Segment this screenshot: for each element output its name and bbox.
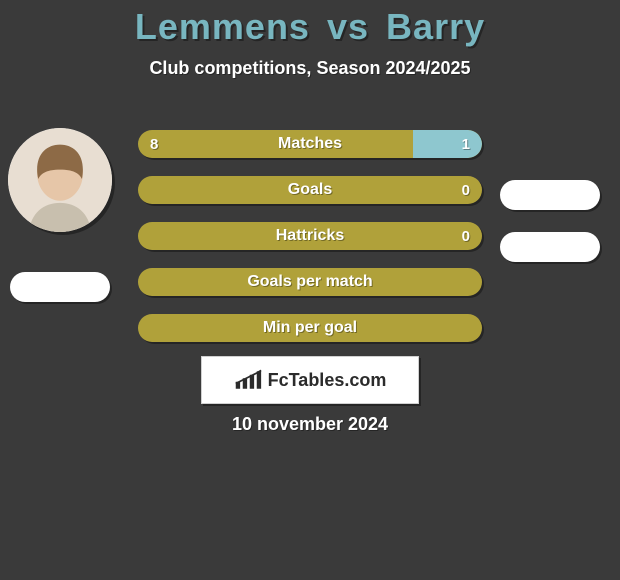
stat-value-a: 8 — [150, 130, 158, 158]
stat-label: Goals per match — [138, 268, 482, 296]
avatar-icon — [8, 128, 112, 232]
player-b-avatar — [498, 128, 602, 180]
stat-bar-goals: 0Goals — [138, 176, 482, 204]
stat-value-b: 0 — [462, 222, 470, 250]
stat-bar-mpg: Min per goal — [138, 314, 482, 342]
brand-text: FcTables.com — [268, 370, 387, 391]
player-b-team-pill-1 — [500, 180, 600, 210]
stat-label: Min per goal — [138, 314, 482, 342]
player-b-team-pill-2 — [500, 232, 600, 262]
stat-bar-segment-b — [413, 130, 482, 158]
stat-bar-hattricks: 0Hattricks — [138, 222, 482, 250]
player-b-name: Barry — [386, 6, 485, 47]
stat-bar-matches: 81Matches — [138, 130, 482, 158]
player-a-team-pill — [10, 272, 110, 302]
stat-bars: 81Matches0Goals0HattricksGoals per match… — [138, 130, 482, 342]
stat-label: Hattricks — [138, 222, 482, 250]
date-label: 10 november 2024 — [232, 414, 388, 435]
stat-label: Goals — [138, 176, 482, 204]
stat-value-b: 0 — [462, 176, 470, 204]
player-b-panel — [498, 128, 602, 262]
player-a-name: Lemmens — [135, 6, 310, 47]
stat-bar-gpm: Goals per match — [138, 268, 482, 296]
vs-separator: vs — [327, 6, 369, 47]
subtitle: Club competitions, Season 2024/2025 — [0, 58, 620, 79]
player-a-avatar — [8, 128, 112, 232]
bars-icon — [234, 369, 262, 391]
player-a-panel — [8, 128, 112, 302]
page-title: Lemmens vs Barry — [0, 6, 620, 48]
brand-badge: FcTables.com — [201, 356, 419, 404]
